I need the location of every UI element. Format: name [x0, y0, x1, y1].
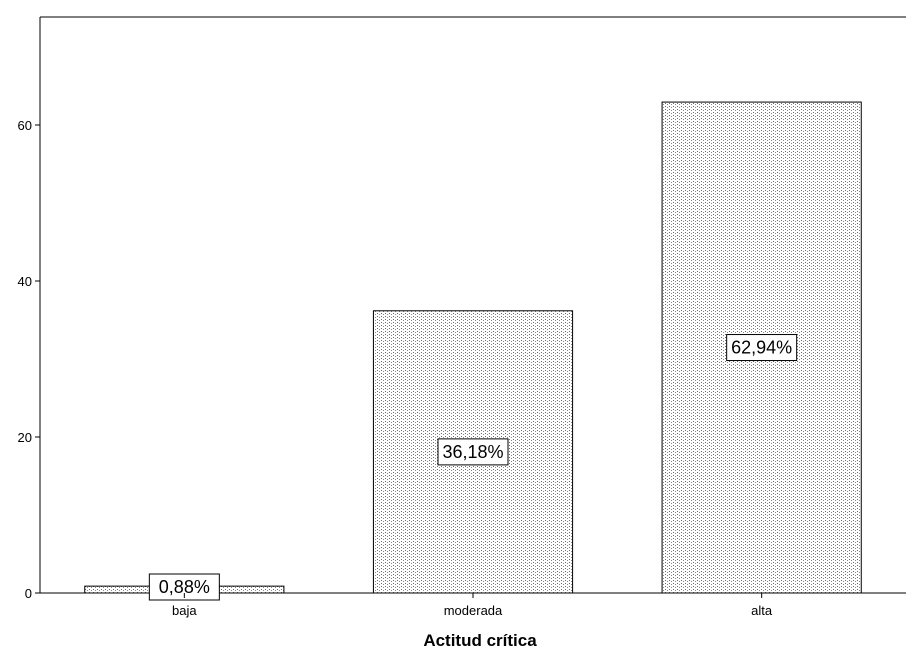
data-label: 0,88% [159, 577, 210, 597]
y-axis-ticks: 0 20 40 60 [18, 118, 40, 601]
x-axis-ticks: baja moderada alta [172, 593, 773, 618]
bars-group: 0,88% 36,18% 62,94% [84, 101, 862, 601]
y-tick-label: 20 [18, 430, 32, 445]
data-label-box [726, 334, 798, 362]
y-tick-label: 60 [18, 118, 32, 133]
data-label-box [437, 438, 509, 466]
x-tick-label: moderada [444, 603, 503, 618]
data-label-box [148, 573, 220, 601]
data-label: 36,18% [442, 442, 503, 462]
x-axis-title: Actitud crítica [423, 631, 537, 650]
x-tick-label: alta [751, 603, 773, 618]
data-label: 62,94% [731, 338, 792, 358]
x-tick-label: baja [172, 603, 197, 618]
y-tick-label: 0 [25, 586, 32, 601]
y-tick-label: 40 [18, 274, 32, 289]
